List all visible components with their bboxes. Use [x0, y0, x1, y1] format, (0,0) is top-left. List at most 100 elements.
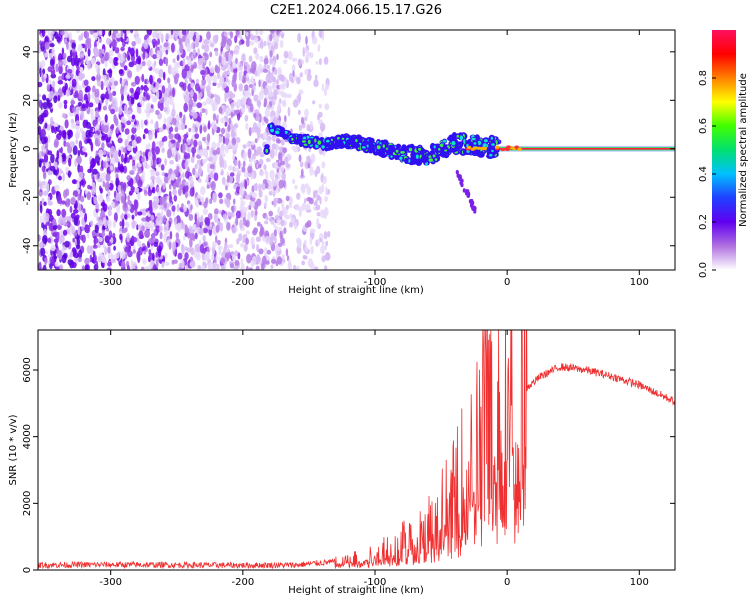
spectrogram-noise-blob — [208, 173, 214, 178]
spectrogram-noise-blob — [273, 89, 279, 97]
spectrogram-noise-blob — [255, 52, 260, 60]
spectrogram-noise-blob — [170, 173, 176, 180]
spectrogram-noise-blob — [225, 185, 228, 191]
signal-blob-inner — [428, 158, 434, 162]
spectrogram-noise-blob — [182, 186, 185, 195]
spectrogram-noise-blob — [243, 160, 246, 167]
signal-bright-dot — [506, 145, 511, 149]
signal-blob-inner — [438, 148, 441, 151]
spectrogram-noise-blob — [75, 244, 81, 250]
spectrogram-x-ticks: -300 -200 -100 0 100 — [99, 30, 649, 288]
spectrogram-noise-blob — [251, 192, 257, 199]
spectrogram-noise-blob — [88, 102, 94, 108]
signal-blob-inner — [444, 149, 448, 152]
spectrogram-noise-blob — [239, 186, 245, 197]
spectrogram-noise-blob — [177, 154, 181, 160]
spectrogram-noise-blob — [107, 143, 113, 148]
spectrogram-noise-blob — [43, 190, 49, 196]
spectrogram-noise-blob — [147, 151, 153, 161]
spectrogram-noise-blob — [186, 247, 192, 253]
spectrogram-noise-blob — [264, 182, 269, 189]
spectrogram-noise-blob — [274, 37, 279, 43]
spectrogram-noise-blob — [121, 123, 125, 133]
spectrogram-noise-blob — [201, 78, 207, 86]
spectrogram-noise-blob — [40, 115, 45, 123]
spectrogram-noise-blob — [265, 215, 269, 221]
spectrogram-noise-blob — [288, 200, 292, 209]
spectrogram-noise-blob — [138, 230, 144, 239]
spectrogram-noise-blob — [250, 210, 254, 218]
spectrogram-noise-blob — [179, 43, 184, 54]
spectrogram-noise-blob — [235, 57, 238, 64]
snr-frame — [37, 329, 676, 571]
spectrogram-noise-blob — [259, 40, 264, 49]
spectrogram-noise-blob — [321, 255, 326, 263]
spectrogram-noise-blob — [163, 106, 168, 113]
spectrogram-noise-blob — [47, 66, 53, 73]
spectrogram-noise-blob — [136, 224, 139, 231]
spectrogram-noise-blob — [115, 252, 120, 259]
spectrogram-noise-blob — [155, 176, 161, 184]
spectrogram-noise-blob — [78, 171, 84, 178]
spectrogram-noise-blob — [94, 138, 99, 147]
signal-blob-outer — [395, 143, 402, 149]
spectrogram-noise-blob — [108, 230, 113, 240]
spectrogram-noise-blob — [113, 80, 118, 86]
spectrogram-noise-blob — [229, 172, 235, 177]
spectrogram-noise-blob — [218, 106, 223, 114]
spectrogram-noise-blob — [285, 248, 289, 257]
spectrogram-noise-blob — [129, 47, 135, 57]
signal-blob-inner — [463, 139, 466, 144]
spectrogram-noise-blob — [194, 37, 200, 48]
signal-blob-outer — [420, 155, 429, 164]
signal-blob-inner — [314, 138, 317, 143]
spectrogram-noise-blob — [79, 73, 85, 79]
spectrogram-noise-blob — [166, 123, 172, 128]
spectrogram-noise-blob — [73, 216, 79, 226]
spectrogram-noise-blob — [258, 91, 264, 101]
spectrogram-noise-blob — [144, 119, 148, 126]
spectrogram-noise-blob — [156, 245, 162, 253]
spectrogram-noise-blob — [48, 52, 53, 58]
spectrogram-noise-blob — [197, 48, 200, 55]
spectrogram-noise-blob — [170, 139, 176, 144]
spectrogram-noise-blob — [172, 58, 176, 64]
spectrogram-noise-blob — [165, 49, 169, 55]
spectrogram-noise-blob — [227, 124, 231, 133]
spectrogram-noise-blob — [49, 262, 53, 270]
spectrogram-x-label: Height of straight line (km) — [288, 285, 424, 296]
spectrogram-noise-blob — [145, 51, 148, 60]
spectrogram-noise-blob — [64, 119, 69, 129]
spectrogram-noise-blob — [271, 179, 277, 187]
spectrogram-noise-blob — [107, 69, 113, 74]
spectrogram-noise-blob — [71, 42, 76, 50]
spectrogram-noise-blob — [129, 170, 135, 176]
spectrogram-noise-blob — [269, 169, 275, 180]
spectrogram-noise-blob — [42, 148, 47, 153]
spectrogram-noise-blob — [252, 85, 255, 92]
spectrogram-noise-blob — [77, 257, 82, 263]
snr-y-tick-label: 0 — [22, 567, 33, 573]
spectrogram-noise-blob — [201, 264, 205, 270]
spectrogram-noise-blob — [121, 218, 125, 229]
spectrogram-noise-blob — [51, 125, 55, 134]
spectrogram-noise-blob — [60, 146, 63, 154]
spectrogram-noise-blob — [95, 150, 98, 157]
spectrogram-noise-blob — [73, 232, 78, 237]
spectrogram-noise-blob — [198, 149, 204, 157]
spectrogram-noise-blob — [161, 261, 165, 269]
spectrogram-noise-blob — [247, 148, 252, 159]
spectrogram-noise-blob — [152, 54, 158, 60]
spectrogram-noise-blob — [325, 252, 331, 261]
spectrogram-noise-blob — [141, 156, 145, 163]
spectrogram-noise-blob — [144, 79, 147, 85]
spectrogram-noise-blob — [188, 175, 194, 184]
spectrogram-noise-blob — [58, 64, 63, 75]
spectrogram-noise-blob — [131, 214, 135, 220]
spectrogram-noise-blob — [165, 32, 170, 41]
spectrogram-noise-blob — [117, 161, 121, 171]
spectrogram-noise-blob — [113, 57, 118, 66]
carrier-band-core — [493, 147, 675, 150]
spectrogram-noise-blob — [229, 263, 235, 269]
spectrogram-noise-blob — [159, 50, 163, 60]
